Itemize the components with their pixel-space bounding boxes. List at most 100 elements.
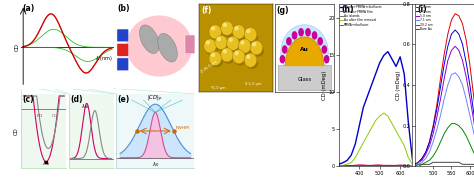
20.2 nm xyxy=(445,127,451,129)
Bar xyxy=(278,65,331,90)
Ellipse shape xyxy=(222,27,235,37)
20.2 nm xyxy=(452,122,458,125)
7.1 nm xyxy=(430,141,436,143)
PMMA+riboflavin xyxy=(361,165,366,167)
PMMA+riboflavin xyxy=(377,165,383,167)
2.9 nm xyxy=(416,161,421,163)
Islands+PMMA+riboflavin xyxy=(340,162,346,164)
Ellipse shape xyxy=(244,53,257,67)
Line: Islands+PMMA+riboflavin: Islands+PMMA+riboflavin xyxy=(339,52,412,164)
Ellipse shape xyxy=(227,36,239,50)
Islands+PMMA+riboflavin xyxy=(361,106,366,108)
7.1 nm xyxy=(460,84,465,86)
Au after film removal xyxy=(336,165,342,167)
Text: Au: Au xyxy=(300,47,309,52)
Islands+PMMA film xyxy=(365,164,370,166)
Islands+PMMA+riboflavin xyxy=(377,62,383,64)
Islands+PMMA film xyxy=(352,164,358,166)
5.0 nm xyxy=(438,98,443,100)
Islands+PMMA film xyxy=(344,165,350,167)
Ellipse shape xyxy=(221,48,233,62)
Ellipse shape xyxy=(234,55,246,65)
Ellipse shape xyxy=(211,26,215,30)
5.0 nm xyxy=(441,78,447,80)
20.2 nm xyxy=(412,165,418,167)
Ellipse shape xyxy=(233,50,245,64)
Legend: 0.8 nm, 2.9 nm, 5.0 nm, 7.1 nm, 20.2 nm, Bare Au: 0.8 nm, 2.9 nm, 5.0 nm, 7.1 nm, 20.2 nm,… xyxy=(416,5,433,31)
Text: CD: CD xyxy=(15,43,20,51)
Islands+PMMA film xyxy=(397,164,403,166)
Au islands xyxy=(361,165,366,167)
Ellipse shape xyxy=(209,25,221,39)
Islands+PMMA+riboflavin xyxy=(336,163,342,165)
Ellipse shape xyxy=(233,25,245,39)
Islands+PMMA+riboflavin xyxy=(410,158,415,160)
Islands+PMMA film xyxy=(405,165,411,167)
Au islands xyxy=(405,165,411,167)
Ellipse shape xyxy=(244,27,257,42)
Text: (i): (i) xyxy=(417,5,427,14)
Au islands xyxy=(381,165,387,167)
Text: (c): (c) xyxy=(23,95,34,104)
Au islands xyxy=(377,165,383,167)
Ellipse shape xyxy=(210,57,223,67)
Polygon shape xyxy=(285,37,323,65)
PMMA+riboflavin xyxy=(393,165,399,167)
2.9 nm xyxy=(441,64,447,66)
0.8 nm xyxy=(471,94,474,96)
5.0 nm xyxy=(456,49,462,51)
Bare Au xyxy=(448,161,454,163)
Text: CD: CD xyxy=(13,127,18,135)
Ellipse shape xyxy=(234,51,239,55)
Au after film removal xyxy=(410,163,415,165)
Islands+PMMA film xyxy=(393,164,399,166)
7.1 nm xyxy=(467,115,473,117)
Ellipse shape xyxy=(139,25,159,53)
PMMA+riboflavin xyxy=(356,164,362,166)
5.0 nm xyxy=(467,96,473,98)
7.1 nm xyxy=(427,151,432,153)
Islands+PMMA+riboflavin xyxy=(356,125,362,127)
20.2 nm xyxy=(438,141,443,143)
Text: $\lambda_m$: $\lambda_m$ xyxy=(42,159,50,168)
Text: (f): (f) xyxy=(201,6,212,15)
2.9 nm xyxy=(445,45,451,47)
Bare Au xyxy=(419,163,425,165)
Ellipse shape xyxy=(215,35,228,50)
Islands+PMMA film xyxy=(410,165,415,167)
PMMA+riboflavin xyxy=(365,165,370,167)
Au after film removal xyxy=(377,115,383,117)
Ellipse shape xyxy=(228,38,233,42)
Islands+PMMA film xyxy=(381,164,387,166)
Au islands xyxy=(352,165,358,167)
Au islands xyxy=(393,165,399,167)
Legend: Islands+PMMA+riboflavin, Islands+PMMA film, Au islands, Au after film removal, P: Islands+PMMA+riboflavin, Islands+PMMA fi… xyxy=(340,5,383,27)
Text: $n_2$: $n_2$ xyxy=(51,112,58,120)
Islands+PMMA+riboflavin xyxy=(369,84,374,86)
Islands+PMMA+riboflavin xyxy=(393,65,399,67)
5.0 nm xyxy=(463,76,469,78)
2.9 nm xyxy=(463,61,469,64)
Text: FWHM: FWHM xyxy=(176,126,190,130)
0.8 nm xyxy=(460,23,465,25)
7.1 nm xyxy=(456,76,462,78)
2.9 nm xyxy=(423,151,428,153)
Au islands xyxy=(340,165,346,167)
FancyBboxPatch shape xyxy=(185,35,195,54)
Islands+PMMA+riboflavin xyxy=(401,73,407,75)
0.8 nm xyxy=(423,151,428,153)
2.9 nm xyxy=(430,127,436,129)
2.9 nm xyxy=(471,110,474,113)
PMMA+riboflavin xyxy=(369,165,374,167)
Circle shape xyxy=(292,31,297,40)
Text: $n_1$: $n_1$ xyxy=(36,112,43,120)
Islands+PMMA film xyxy=(369,164,374,166)
7.1 nm xyxy=(441,98,447,100)
0.8 nm xyxy=(452,13,458,15)
Line: PMMA+riboflavin: PMMA+riboflavin xyxy=(339,165,412,166)
Text: Z:35.0 nm: Z:35.0 nm xyxy=(201,59,219,74)
2.9 nm xyxy=(452,29,458,31)
Au islands xyxy=(397,165,403,167)
20.2 nm xyxy=(460,129,465,131)
Ellipse shape xyxy=(246,55,250,59)
